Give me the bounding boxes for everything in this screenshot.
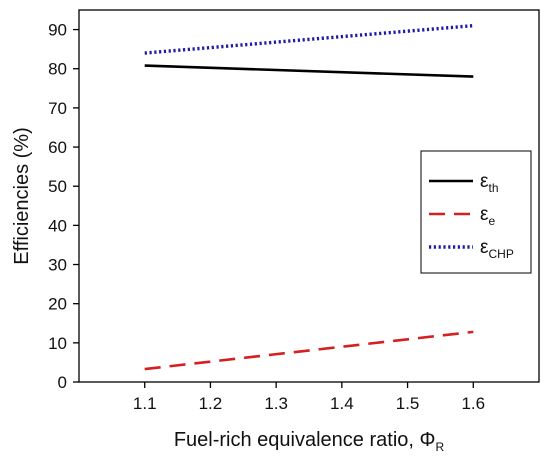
y-tick-label: 0 <box>58 373 67 392</box>
legend: εth εe εCHP <box>420 150 532 274</box>
legend-label-chp: εCHP <box>480 237 514 261</box>
y-tick-label: 30 <box>48 256 67 275</box>
x-tick-label: 1.1 <box>133 394 157 413</box>
y-tick-label: 70 <box>48 99 67 118</box>
series-line-chp <box>144 23 474 55</box>
series-line-th <box>144 64 474 78</box>
y-tick-label: 80 <box>48 60 67 79</box>
y-tick-label: 10 <box>48 334 67 353</box>
y-tick-label: 20 <box>48 295 67 314</box>
x-tick-label: 1.6 <box>461 394 485 413</box>
x-tick-label: 1.5 <box>396 394 420 413</box>
legend-box <box>420 150 532 274</box>
y-axis-label: Efficiencies (%) <box>11 127 33 264</box>
y-tick-label: 50 <box>48 177 67 196</box>
legend-label-th: εth <box>480 171 499 195</box>
legend-label-e: εe <box>480 204 495 228</box>
y-tick-label: 90 <box>48 21 67 40</box>
plot-marks <box>144 23 474 371</box>
plot-frame <box>78 9 540 383</box>
x-tick-label: 1.4 <box>330 394 354 413</box>
x-tick-label: 1.2 <box>199 394 223 413</box>
axis-ticks: 1.1 1.2 1.3 1.4 1.5 1.6 0 10 20 30 40 50 60 70 80 90 <box>48 21 485 413</box>
x-tick-label: 1.3 <box>264 394 288 413</box>
y-tick-label: 40 <box>48 216 67 235</box>
series-line-e <box>144 330 474 371</box>
x-axis-label: Fuel-rich equivalence ratio, ΦR <box>174 429 445 454</box>
y-tick-label: 60 <box>48 138 67 157</box>
